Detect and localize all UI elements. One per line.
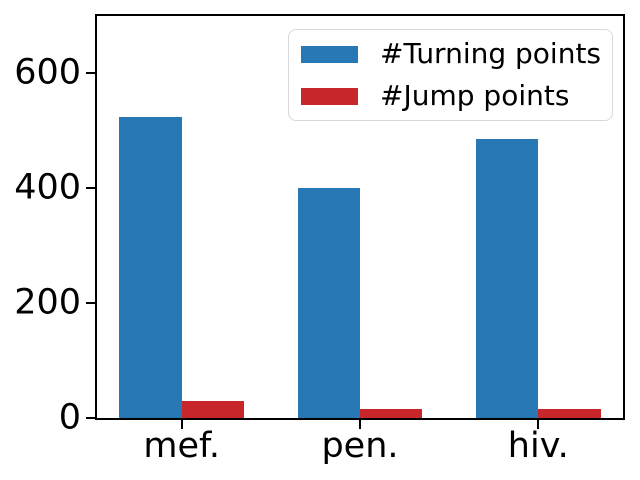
y-axis-tick-label: 0	[58, 397, 81, 438]
x-axis-tick-mark	[359, 420, 361, 429]
bar-jump-points-pen	[360, 408, 423, 418]
bar-turning-points-hiv	[475, 138, 539, 418]
bar-jump-points-mef	[181, 400, 245, 418]
bar-jump-points-hiv	[538, 409, 601, 418]
x-axis-category-label-mef: mef.	[143, 426, 220, 466]
bar-turning-points-mef	[119, 117, 182, 418]
bar-turning-points-pen	[297, 188, 360, 418]
legend-swatch-turning-points	[301, 45, 358, 63]
legend-swatch-jump-points	[301, 87, 358, 105]
legend-row-jump-points: #Jump points	[301, 77, 600, 115]
x-axis-category-label-pen: pen.	[321, 426, 399, 466]
legend: #Turning points #Jump points	[288, 29, 613, 121]
y-axis-tick-label: 200	[14, 282, 81, 323]
x-axis-category-label-hiv: hiv.	[507, 426, 569, 466]
x-axis-tick-mark	[537, 420, 540, 429]
y-axis-tick-label: 400	[14, 167, 81, 208]
legend-row-turning-points: #Turning points	[301, 35, 602, 73]
y-axis-tick-mark	[86, 187, 95, 190]
y-axis-tick-mark	[86, 72, 95, 75]
legend-label: #Jump points	[380, 79, 570, 112]
y-axis-tick-label: 600	[14, 52, 81, 93]
legend-label: #Turning points	[380, 37, 602, 70]
y-axis-tick-mark	[86, 302, 95, 305]
x-axis-tick-mark	[180, 420, 183, 429]
y-axis-tick-mark	[86, 417, 95, 419]
